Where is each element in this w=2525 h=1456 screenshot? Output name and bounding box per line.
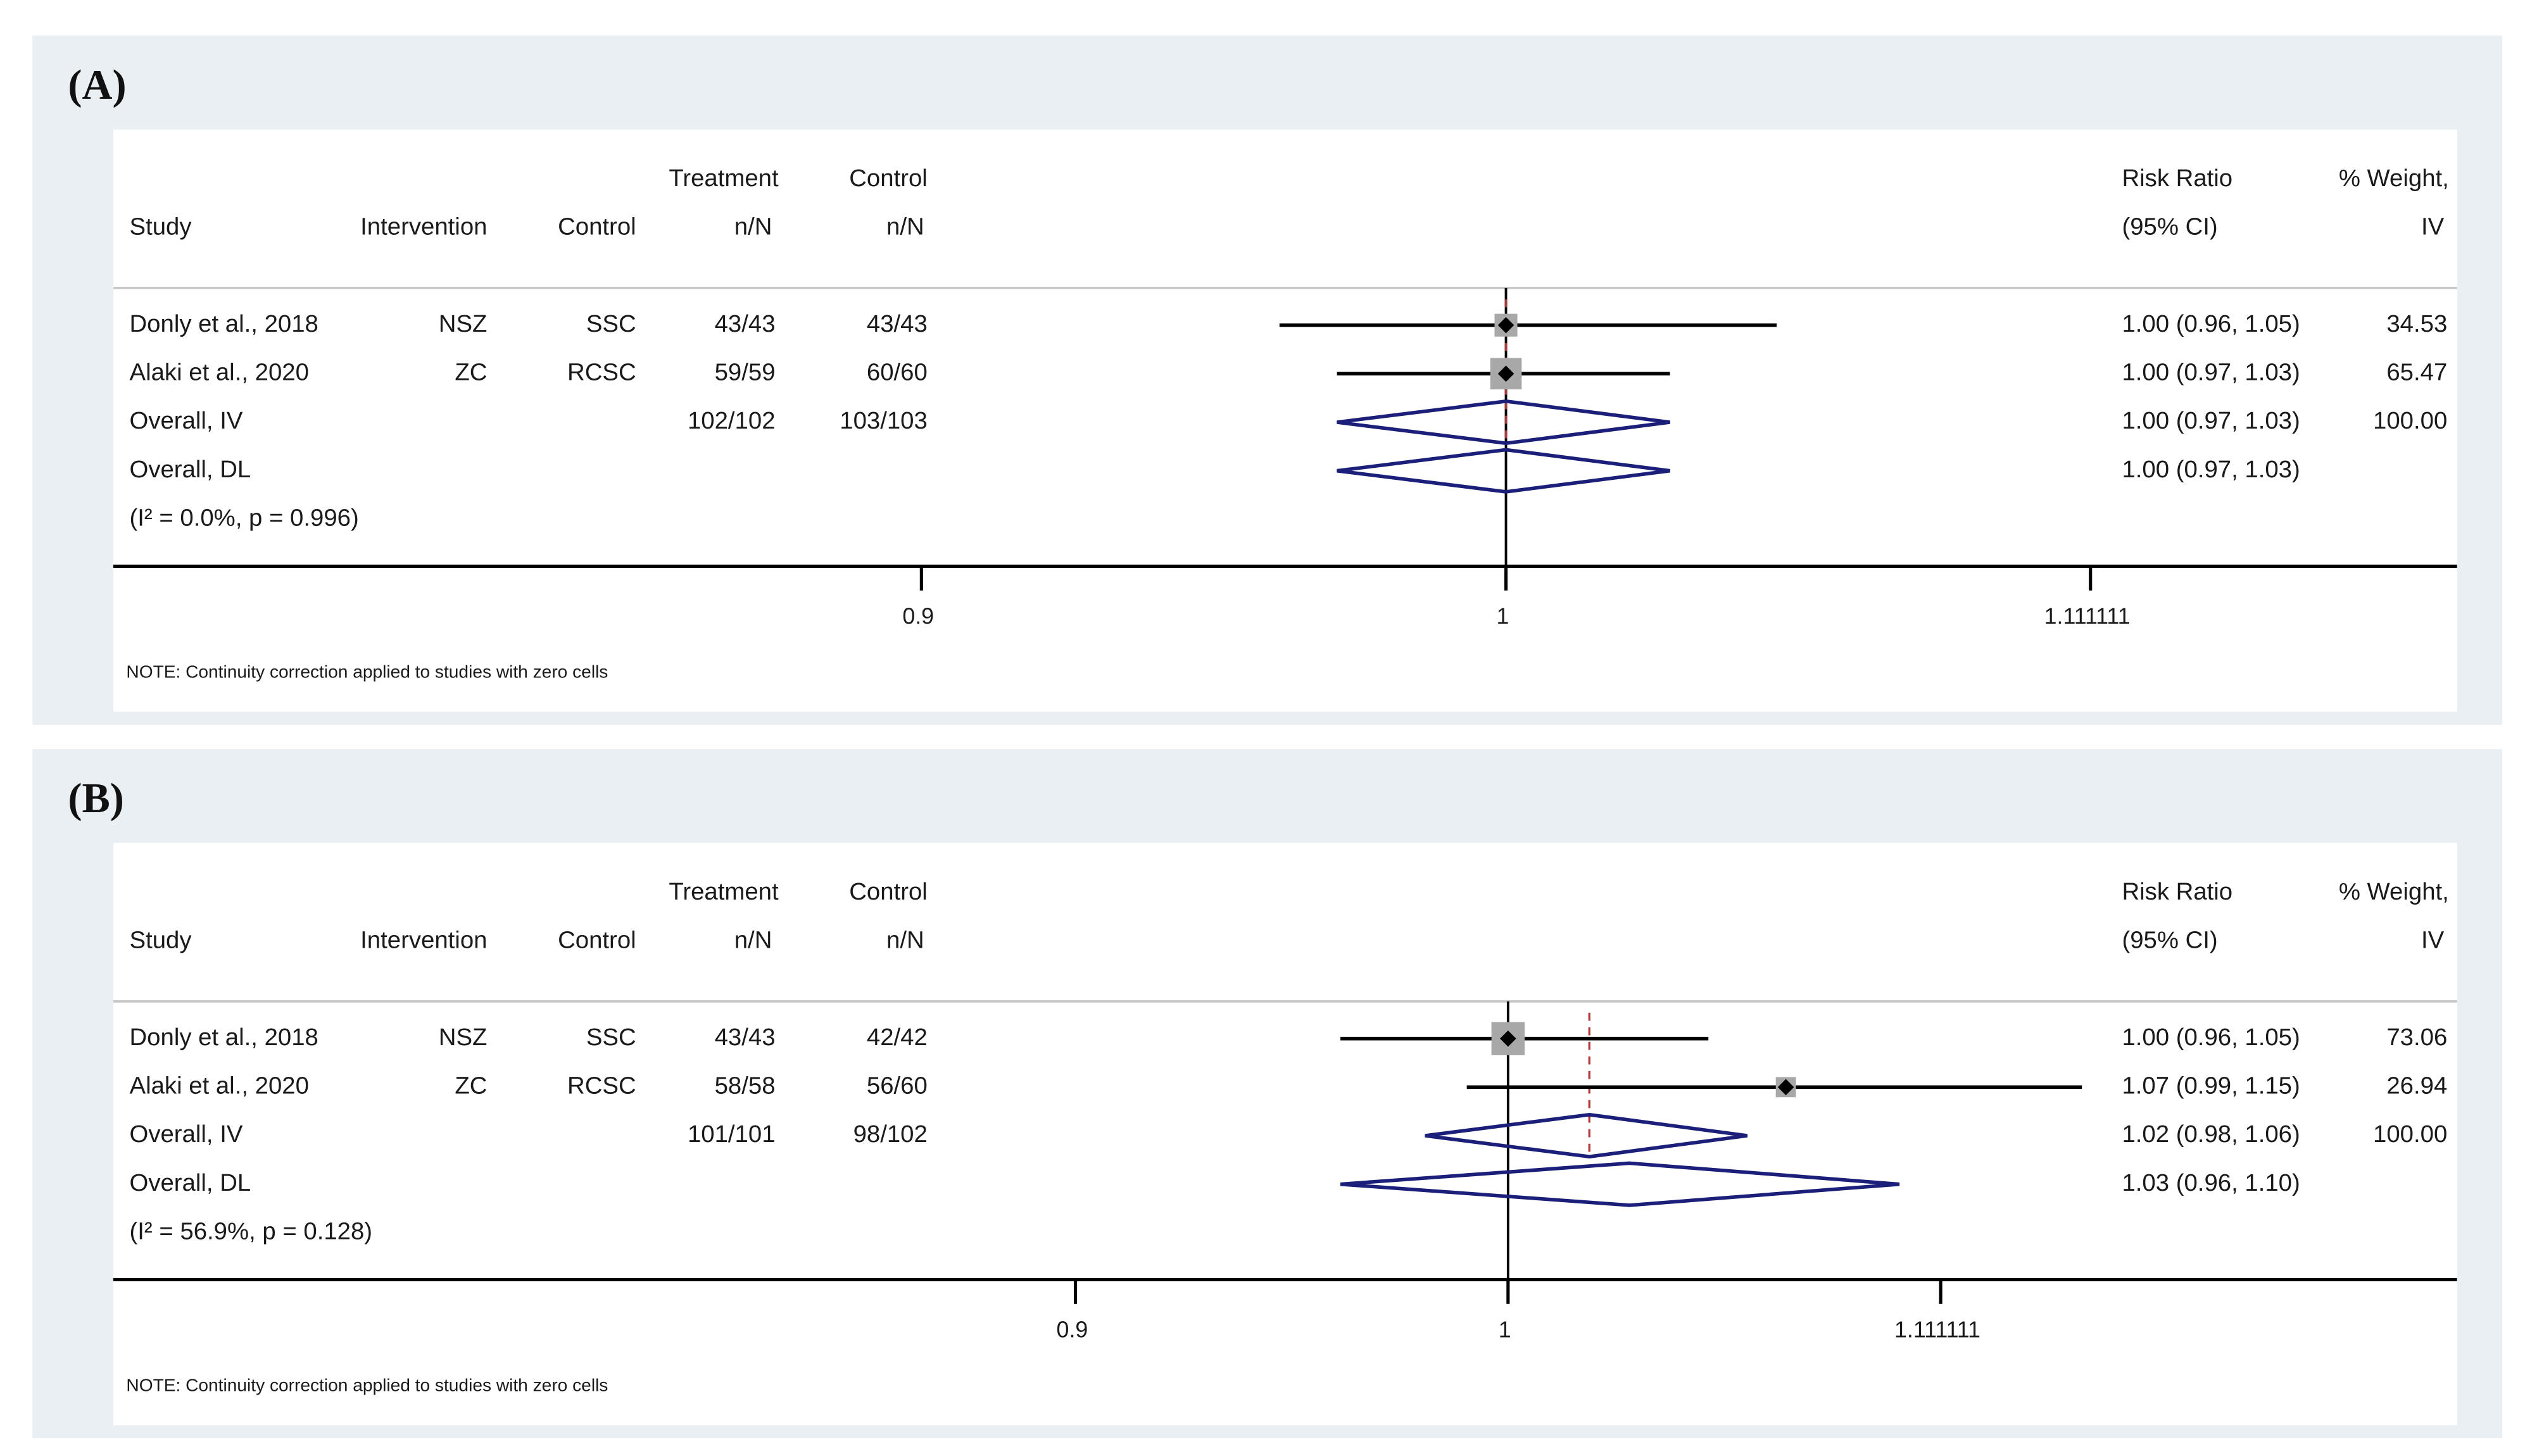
weight: 100.00 <box>2373 1120 2447 1148</box>
x-tick-label: 0.9 <box>902 604 934 629</box>
panel-label: (A) <box>68 62 126 108</box>
column-header: IV <box>2421 926 2445 953</box>
cell-study: Donly et al., 2018 <box>130 1024 318 1051</box>
column-header: Control <box>558 926 636 953</box>
x-tick-label: 0.9 <box>1057 1317 1088 1343</box>
column-header: n/N <box>734 926 772 953</box>
cell-control-n: 98/102 <box>853 1120 928 1148</box>
weight: 100.00 <box>2373 407 2447 434</box>
plot-area <box>113 129 2457 712</box>
cell-intervention: NSZ <box>439 1024 488 1051</box>
pooled-diamond <box>1337 448 1670 494</box>
cell-study: Overall, DL <box>130 456 251 483</box>
column-header: Intervention <box>360 926 487 953</box>
effect-estimate: 1.07 (0.99, 1.15) <box>2122 1072 2300 1099</box>
cell-treatment-n: 101/101 <box>688 1120 776 1148</box>
pooled-diamond <box>1340 1161 1900 1207</box>
pooled-diamond <box>1337 399 1670 446</box>
column-header: % Weight, <box>2339 165 2449 192</box>
column-header: Control <box>849 165 928 192</box>
x-tick-label: 1.111111 <box>2044 604 2131 629</box>
column-header: IV <box>2421 213 2445 240</box>
cell-control-n: 42/42 <box>867 1024 928 1051</box>
cell-control: RCSC <box>567 1072 636 1099</box>
column-header: Control <box>558 213 636 240</box>
cell-treatment-n: 43/43 <box>715 310 776 337</box>
weight: 26.94 <box>2386 1072 2447 1099</box>
point-estimate <box>1500 1030 1516 1047</box>
note: NOTE: Continuity correction applied to s… <box>126 1376 608 1395</box>
effect-estimate: 1.00 (0.97, 1.03) <box>2122 358 2300 386</box>
column-header: n/N <box>734 213 772 240</box>
effect-estimate: 1.03 (0.96, 1.10) <box>2122 1169 2300 1196</box>
x-tick-label: 1 <box>1496 604 1509 629</box>
cell-treatment-n: 102/102 <box>688 407 776 434</box>
column-header: Study <box>130 926 192 953</box>
cell-treatment-n: 43/43 <box>715 1024 776 1051</box>
cell-control: SSC <box>586 310 636 337</box>
cell-treatment-n: 59/59 <box>715 358 776 386</box>
point-estimate <box>1777 1079 1794 1096</box>
cell-study: Alaki et al., 2020 <box>130 1072 309 1099</box>
column-header: Risk Ratio <box>2122 878 2232 905</box>
pooled-diamond <box>1425 1112 1748 1159</box>
effect-estimate: 1.00 (0.96, 1.05) <box>2122 310 2300 337</box>
column-header: (95% CI) <box>2122 213 2217 240</box>
effect-estimate: 1.00 (0.96, 1.05) <box>2122 1024 2300 1051</box>
column-header: (95% CI) <box>2122 926 2217 953</box>
column-header: Treatment <box>669 878 779 905</box>
effect-estimate: 1.00 (0.97, 1.03) <box>2122 407 2300 434</box>
cell-study: Overall, DL <box>130 1169 251 1196</box>
column-header: Treatment <box>669 165 779 192</box>
effect-estimate: 1.00 (0.97, 1.03) <box>2122 456 2300 483</box>
cell-intervention: ZC <box>455 358 487 386</box>
heterogeneity: (I² = 56.9%, p = 0.128) <box>130 1217 373 1245</box>
plot-area <box>113 843 2457 1426</box>
column-header: n/N <box>886 213 924 240</box>
cell-study: Donly et al., 2018 <box>130 310 318 337</box>
weight: 65.47 <box>2386 358 2447 386</box>
point-estimate <box>1497 365 1514 382</box>
panel-label: (B) <box>68 775 124 822</box>
cell-study: Alaki et al., 2020 <box>130 358 309 386</box>
weight: 73.06 <box>2386 1024 2447 1051</box>
cell-control-n: 56/60 <box>867 1072 928 1099</box>
heterogeneity: (I² = 0.0%, p = 0.996) <box>130 504 359 531</box>
cell-treatment-n: 58/58 <box>715 1072 776 1099</box>
cell-control: SSC <box>586 1024 636 1051</box>
effect-estimate: 1.02 (0.98, 1.06) <box>2122 1120 2300 1148</box>
cell-control-n: 43/43 <box>867 310 928 337</box>
x-tick-label: 1 <box>1499 1317 1511 1343</box>
x-tick-label: 1.111111 <box>1894 1317 1980 1343</box>
cell-study: Overall, IV <box>130 407 243 434</box>
weight: 34.53 <box>2386 310 2447 337</box>
note: NOTE: Continuity correction applied to s… <box>126 662 608 682</box>
cell-control: RCSC <box>567 358 636 386</box>
column-header: n/N <box>886 926 924 953</box>
cell-intervention: NSZ <box>439 310 488 337</box>
column-header: Study <box>130 213 192 240</box>
cell-control-n: 103/103 <box>840 407 928 434</box>
column-header: Risk Ratio <box>2122 165 2232 192</box>
cell-intervention: ZC <box>455 1072 487 1099</box>
point-estimate <box>1497 317 1514 334</box>
column-header: Control <box>849 878 928 905</box>
cell-control-n: 60/60 <box>867 358 928 386</box>
column-header: % Weight, <box>2339 878 2449 905</box>
column-header: Intervention <box>360 213 487 240</box>
cell-study: Overall, IV <box>130 1120 243 1148</box>
